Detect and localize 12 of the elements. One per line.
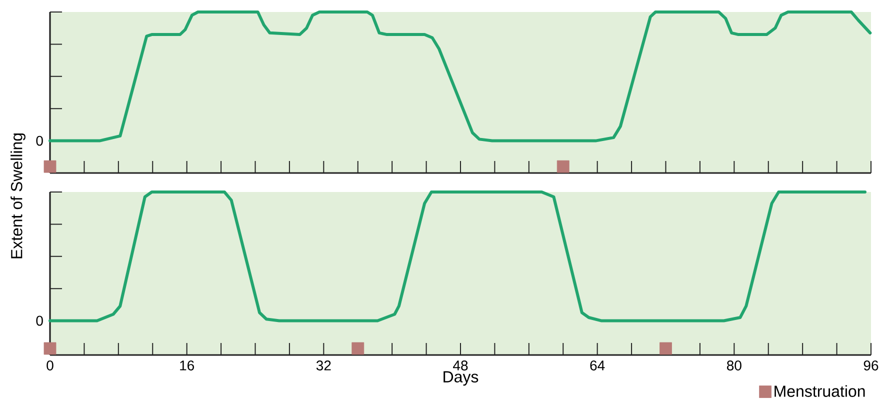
x-tick-label: 0 — [46, 360, 54, 370]
x-tick-label: 96 — [864, 360, 878, 370]
legend-label: Menstruation — [774, 385, 865, 397]
annotation: 0 — [36, 316, 43, 326]
y-axis-title: Extent of Swelling — [10, 133, 26, 258]
annotation: 0 — [36, 136, 43, 146]
x-tick-label: 64 — [590, 360, 605, 370]
x-tick-label: 16 — [180, 360, 194, 370]
x-tick-label: 48 — [453, 360, 468, 370]
x-tick-label: 32 — [316, 360, 331, 370]
x-tick-label: 80 — [726, 360, 742, 370]
x-axis-title: Days — [444, 371, 478, 386]
